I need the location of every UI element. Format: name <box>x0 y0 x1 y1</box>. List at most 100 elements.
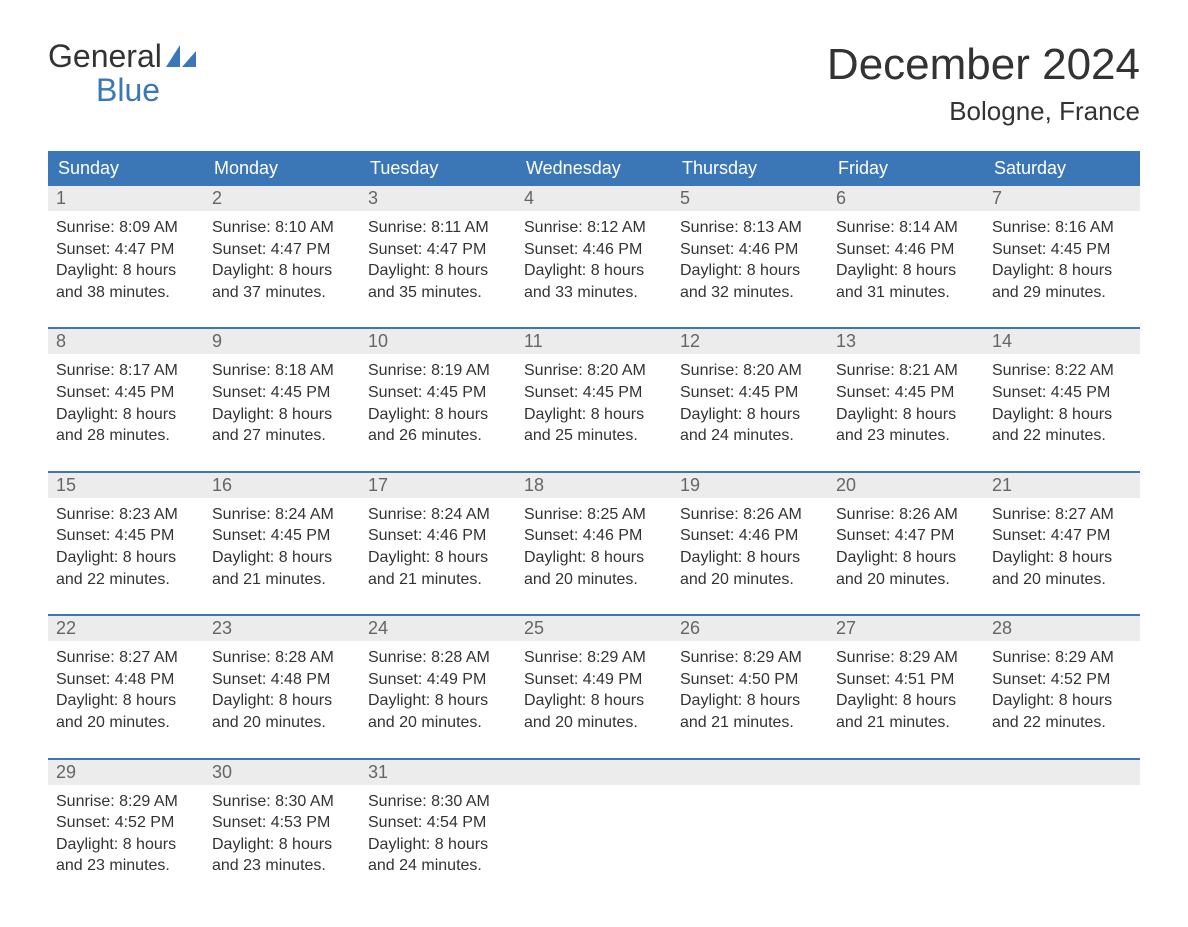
day-number: 25 <box>516 616 672 641</box>
day-dl1: Daylight: 8 hours <box>368 260 508 282</box>
day-sunrise: Sunrise: 8:26 AM <box>680 504 820 526</box>
day-sunrise: Sunrise: 8:14 AM <box>836 217 976 239</box>
day-body: Sunrise: 8:17 AMSunset: 4:45 PMDaylight:… <box>48 354 204 446</box>
day-sunrise: Sunrise: 8:21 AM <box>836 360 976 382</box>
location-label: Bologne, France <box>827 96 1140 127</box>
day-sunrise: Sunrise: 8:17 AM <box>56 360 196 382</box>
day-number: 16 <box>204 473 360 498</box>
day-body: Sunrise: 8:29 AMSunset: 4:50 PMDaylight:… <box>672 641 828 733</box>
day-dl2: and 25 minutes. <box>524 425 664 447</box>
day-number: 13 <box>828 329 984 354</box>
day-sunset: Sunset: 4:47 PM <box>992 525 1132 547</box>
day-sunset: Sunset: 4:46 PM <box>368 525 508 547</box>
day-dl1: Daylight: 8 hours <box>524 404 664 426</box>
day-dl2: and 20 minutes. <box>836 569 976 591</box>
day-sunset: Sunset: 4:46 PM <box>524 525 664 547</box>
day-cell: 14Sunrise: 8:22 AMSunset: 4:45 PMDayligh… <box>984 329 1140 456</box>
day-dl2: and 37 minutes. <box>212 282 352 304</box>
day-body: Sunrise: 8:14 AMSunset: 4:46 PMDaylight:… <box>828 211 984 303</box>
day-body: Sunrise: 8:27 AMSunset: 4:47 PMDaylight:… <box>984 498 1140 590</box>
day-body: Sunrise: 8:09 AMSunset: 4:47 PMDaylight:… <box>48 211 204 303</box>
day-dl1: Daylight: 8 hours <box>212 260 352 282</box>
day-number: 5 <box>672 186 828 211</box>
day-cell: 20Sunrise: 8:26 AMSunset: 4:47 PMDayligh… <box>828 473 984 600</box>
logo-text-bottom: Blue <box>48 74 196 108</box>
day-sunset: Sunset: 4:45 PM <box>524 382 664 404</box>
day-sunrise: Sunrise: 8:23 AM <box>56 504 196 526</box>
day-sunset: Sunset: 4:50 PM <box>680 669 820 691</box>
day-sunset: Sunset: 4:45 PM <box>56 382 196 404</box>
logo: General Blue <box>48 40 196 107</box>
day-body: Sunrise: 8:16 AMSunset: 4:45 PMDaylight:… <box>984 211 1140 303</box>
day-dl2: and 27 minutes. <box>212 425 352 447</box>
logo-text-top: General <box>48 40 162 74</box>
day-sunrise: Sunrise: 8:29 AM <box>680 647 820 669</box>
calendar-week: 15Sunrise: 8:23 AMSunset: 4:45 PMDayligh… <box>48 471 1140 600</box>
day-sunrise: Sunrise: 8:19 AM <box>368 360 508 382</box>
day-sunrise: Sunrise: 8:18 AM <box>212 360 352 382</box>
day-number: 14 <box>984 329 1140 354</box>
day-dl1: Daylight: 8 hours <box>56 404 196 426</box>
day-sunrise: Sunrise: 8:24 AM <box>368 504 508 526</box>
day-cell: 28Sunrise: 8:29 AMSunset: 4:52 PMDayligh… <box>984 616 1140 743</box>
day-body: Sunrise: 8:25 AMSunset: 4:46 PMDaylight:… <box>516 498 672 590</box>
day-cell: 10Sunrise: 8:19 AMSunset: 4:45 PMDayligh… <box>360 329 516 456</box>
calendar: Sunday Monday Tuesday Wednesday Thursday… <box>48 151 1140 887</box>
day-body: Sunrise: 8:19 AMSunset: 4:45 PMDaylight:… <box>360 354 516 446</box>
day-sunset: Sunset: 4:47 PM <box>212 239 352 261</box>
day-dl1: Daylight: 8 hours <box>680 404 820 426</box>
day-body: Sunrise: 8:30 AMSunset: 4:53 PMDaylight:… <box>204 785 360 877</box>
day-cell: 16Sunrise: 8:24 AMSunset: 4:45 PMDayligh… <box>204 473 360 600</box>
day-sunset: Sunset: 4:46 PM <box>836 239 976 261</box>
day-dl1: Daylight: 8 hours <box>680 690 820 712</box>
day-number: 31 <box>360 760 516 785</box>
day-body: Sunrise: 8:26 AMSunset: 4:46 PMDaylight:… <box>672 498 828 590</box>
day-body: Sunrise: 8:11 AMSunset: 4:47 PMDaylight:… <box>360 211 516 303</box>
day-cell: 31Sunrise: 8:30 AMSunset: 4:54 PMDayligh… <box>360 760 516 887</box>
day-cell: 25Sunrise: 8:29 AMSunset: 4:49 PMDayligh… <box>516 616 672 743</box>
day-dl1: Daylight: 8 hours <box>524 690 664 712</box>
weeks-container: 1Sunrise: 8:09 AMSunset: 4:47 PMDaylight… <box>48 186 1140 887</box>
day-number: 11 <box>516 329 672 354</box>
day-number: 24 <box>360 616 516 641</box>
day-dl1: Daylight: 8 hours <box>680 260 820 282</box>
day-cell: 19Sunrise: 8:26 AMSunset: 4:46 PMDayligh… <box>672 473 828 600</box>
day-dl1: Daylight: 8 hours <box>992 547 1132 569</box>
day-sunrise: Sunrise: 8:25 AM <box>524 504 664 526</box>
day-number: 15 <box>48 473 204 498</box>
day-header-sunday: Sunday <box>48 151 204 186</box>
day-dl1: Daylight: 8 hours <box>368 404 508 426</box>
day-number: 22 <box>48 616 204 641</box>
day-cell <box>516 760 672 887</box>
day-sunset: Sunset: 4:49 PM <box>368 669 508 691</box>
day-dl2: and 38 minutes. <box>56 282 196 304</box>
day-body: Sunrise: 8:23 AMSunset: 4:45 PMDaylight:… <box>48 498 204 590</box>
day-header-row: Sunday Monday Tuesday Wednesday Thursday… <box>48 151 1140 186</box>
day-body: Sunrise: 8:24 AMSunset: 4:45 PMDaylight:… <box>204 498 360 590</box>
day-sunset: Sunset: 4:46 PM <box>524 239 664 261</box>
day-dl2: and 20 minutes. <box>524 712 664 734</box>
calendar-week: 22Sunrise: 8:27 AMSunset: 4:48 PMDayligh… <box>48 614 1140 743</box>
day-sunset: Sunset: 4:52 PM <box>56 812 196 834</box>
day-cell: 17Sunrise: 8:24 AMSunset: 4:46 PMDayligh… <box>360 473 516 600</box>
day-dl2: and 31 minutes. <box>836 282 976 304</box>
day-cell: 21Sunrise: 8:27 AMSunset: 4:47 PMDayligh… <box>984 473 1140 600</box>
day-cell: 23Sunrise: 8:28 AMSunset: 4:48 PMDayligh… <box>204 616 360 743</box>
day-body: Sunrise: 8:22 AMSunset: 4:45 PMDaylight:… <box>984 354 1140 446</box>
day-dl1: Daylight: 8 hours <box>368 834 508 856</box>
day-body: Sunrise: 8:27 AMSunset: 4:48 PMDaylight:… <box>48 641 204 733</box>
calendar-week: 29Sunrise: 8:29 AMSunset: 4:52 PMDayligh… <box>48 758 1140 887</box>
day-sunrise: Sunrise: 8:30 AM <box>212 791 352 813</box>
day-dl2: and 23 minutes. <box>836 425 976 447</box>
day-dl2: and 26 minutes. <box>368 425 508 447</box>
day-sunrise: Sunrise: 8:24 AM <box>212 504 352 526</box>
day-dl2: and 32 minutes. <box>680 282 820 304</box>
day-dl2: and 20 minutes. <box>992 569 1132 591</box>
day-header-tuesday: Tuesday <box>360 151 516 186</box>
page-title: December 2024 <box>827 40 1140 90</box>
day-number <box>516 760 672 785</box>
day-cell: 27Sunrise: 8:29 AMSunset: 4:51 PMDayligh… <box>828 616 984 743</box>
day-dl1: Daylight: 8 hours <box>836 547 976 569</box>
day-header-monday: Monday <box>204 151 360 186</box>
day-number: 30 <box>204 760 360 785</box>
